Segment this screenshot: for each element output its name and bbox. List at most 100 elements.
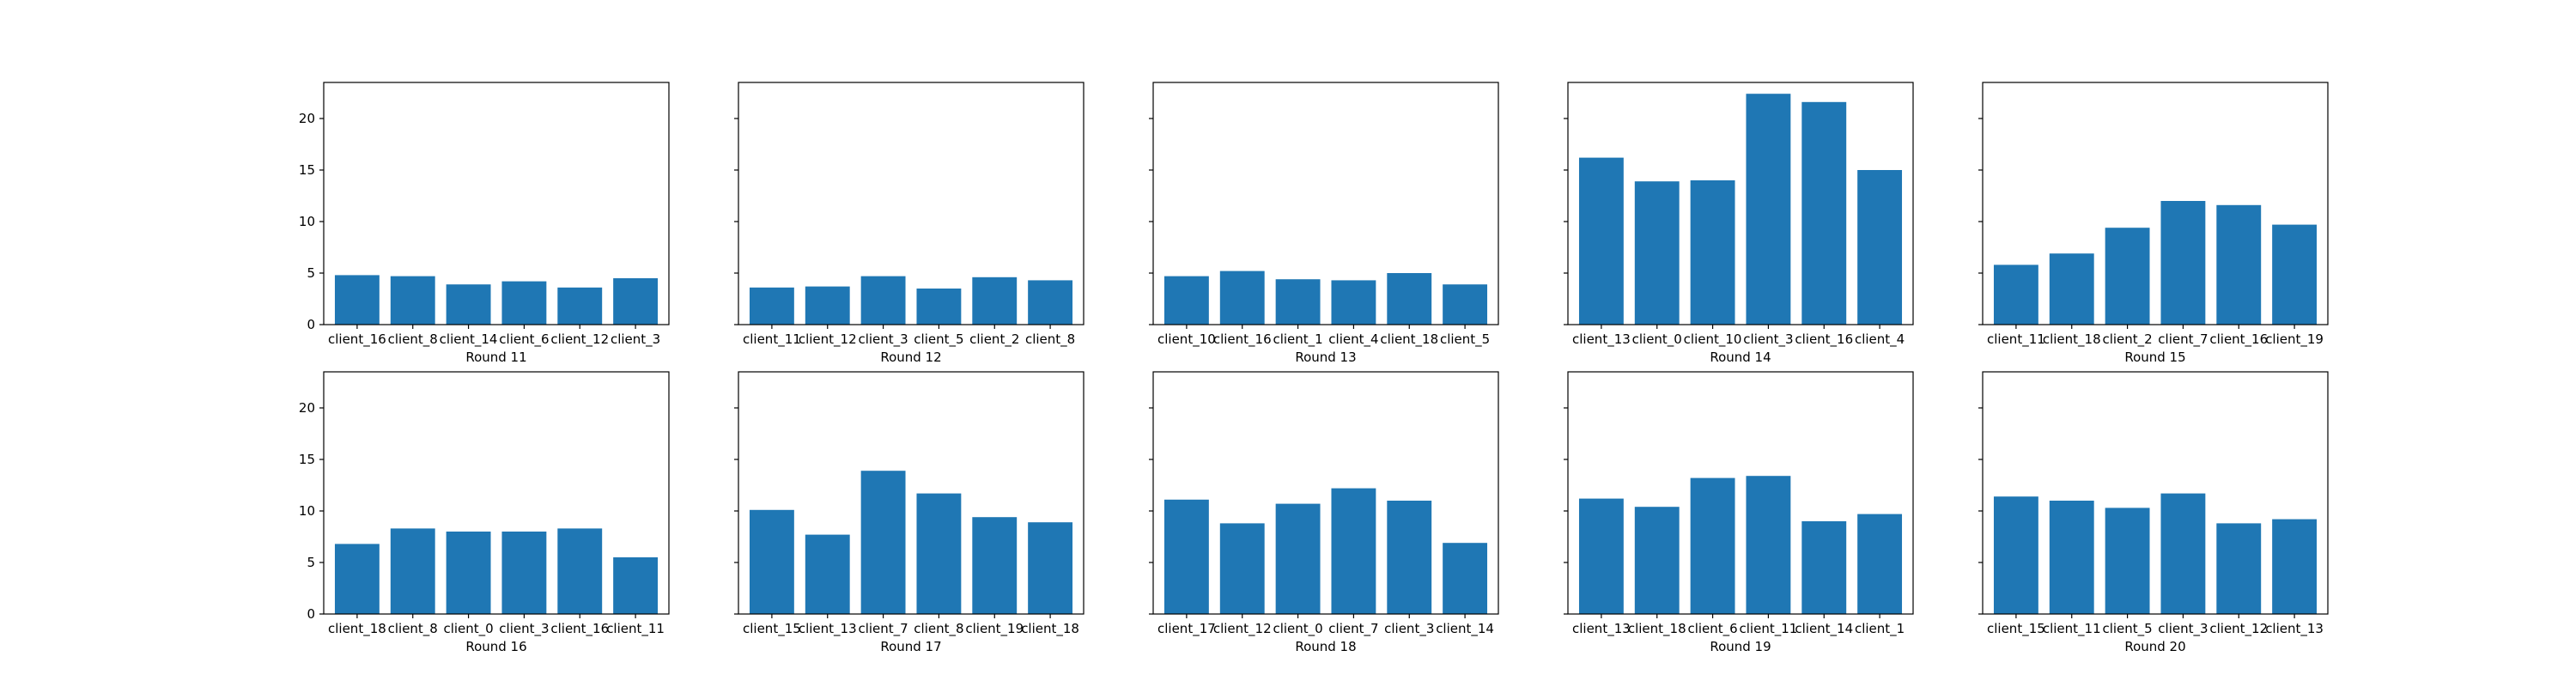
x-axis-label: Round 19 xyxy=(1710,639,1771,654)
x-axis-label: Round 14 xyxy=(1710,350,1771,365)
bar-client-14 xyxy=(1443,543,1488,614)
bar-client-12 xyxy=(2216,523,2262,614)
bar-client-8 xyxy=(1028,280,1073,325)
x-axis-label: Round 12 xyxy=(880,350,941,365)
bar-client-3 xyxy=(860,276,906,325)
y-tick-label: 20 xyxy=(299,400,315,416)
bar-client-16 xyxy=(557,528,603,614)
x-tick-label: client_13 xyxy=(1572,621,1631,637)
x-tick-label: client_3 xyxy=(611,331,660,348)
axes-frame xyxy=(738,82,1084,325)
x-tick-label: client_7 xyxy=(2158,331,2208,348)
subplot-6: client_18 client_8 client_0 client_3 client_… xyxy=(299,371,670,654)
y-tick-label: 5 xyxy=(307,265,315,281)
x-axis-label: Round 20 xyxy=(2124,639,2185,654)
x-tick-label: client_12 xyxy=(2209,621,2268,637)
x-tick-label: client_19 xyxy=(2265,331,2324,348)
x-tick-label: client_10 xyxy=(1157,331,1216,348)
y-tick-label: 15 xyxy=(299,452,315,467)
bar-client-5 xyxy=(1443,284,1488,325)
x-tick-label: client_3 xyxy=(1384,621,1434,637)
bar-client-18 xyxy=(1387,273,1432,325)
x-tick-label: client_12 xyxy=(1213,621,1272,637)
x-tick-label: client_16 xyxy=(2209,331,2268,348)
bar-client-3 xyxy=(1387,501,1432,614)
bar-client-13 xyxy=(805,534,850,614)
x-tick-label: client_0 xyxy=(1273,621,1322,637)
x-tick-label: client_1 xyxy=(1855,621,1905,637)
bar-client-19 xyxy=(972,517,1018,614)
x-tick-label: client_13 xyxy=(2265,621,2324,637)
bar-client-8 xyxy=(916,493,962,614)
x-tick-label: client_11 xyxy=(1740,621,1798,637)
x-tick-label: client_5 xyxy=(914,331,963,348)
x-tick-label: client_18 xyxy=(328,621,386,637)
x-tick-label: client_3 xyxy=(1743,331,1793,348)
x-tick-label: client_3 xyxy=(499,621,549,637)
bar-client-14 xyxy=(446,284,491,325)
bar-client-8 xyxy=(390,528,435,614)
y-tick-label: 5 xyxy=(307,555,315,570)
x-tick-label: client_7 xyxy=(858,621,908,637)
x-tick-label: client_5 xyxy=(2102,621,2152,637)
x-tick-label: client_8 xyxy=(388,621,438,637)
x-tick-label: client_0 xyxy=(443,621,493,637)
x-tick-label: client_7 xyxy=(1328,621,1378,637)
subplot-grid: client_16 client_8 client_14 client_6 client… xyxy=(299,82,2329,654)
bar-client-16 xyxy=(334,275,380,325)
bar-client-4 xyxy=(1857,170,1903,325)
x-tick-label: client_2 xyxy=(2102,331,2152,348)
bar-client-15 xyxy=(1993,496,2038,614)
bar-client-17 xyxy=(1163,499,1209,614)
x-tick-label: client_14 xyxy=(1795,621,1853,637)
x-tick-label: client_15 xyxy=(743,621,801,637)
x-tick-label: client_11 xyxy=(1987,331,2045,348)
y-tick-label: 0 xyxy=(307,317,315,332)
x-tick-label: client_16 xyxy=(328,331,386,348)
bar-client-19 xyxy=(2272,224,2318,325)
x-tick-label: client_0 xyxy=(1632,331,1682,348)
bar-client-18 xyxy=(2049,253,2094,325)
bar-client-7 xyxy=(860,471,906,614)
y-tick-label: 10 xyxy=(299,214,315,229)
y-tick-label: 10 xyxy=(299,503,315,519)
x-tick-label: client_10 xyxy=(1684,331,1742,348)
bar-client-18 xyxy=(1028,522,1073,614)
bar-client-11 xyxy=(2049,501,2094,614)
bar-client-5 xyxy=(2105,508,2150,614)
bar-client-7 xyxy=(1331,488,1376,614)
axes-frame xyxy=(1567,82,1914,325)
x-tick-label: client_13 xyxy=(1572,331,1631,348)
x-tick-label: client_11 xyxy=(743,331,801,348)
x-axis-label: Round 13 xyxy=(1295,350,1356,365)
x-tick-label: client_13 xyxy=(799,621,857,637)
bar-client-3 xyxy=(613,278,659,325)
bar-client-3 xyxy=(2160,493,2206,614)
bar-client-0 xyxy=(1634,181,1680,325)
x-axis-label: Round 18 xyxy=(1295,639,1356,654)
x-tick-label: client_16 xyxy=(1213,331,1272,348)
x-axis-label: Round 11 xyxy=(465,350,526,365)
x-tick-label: client_16 xyxy=(1795,331,1853,348)
x-tick-label: client_18 xyxy=(2043,331,2101,348)
bar-client-2 xyxy=(972,277,1018,325)
bar-client-6 xyxy=(501,281,547,325)
axes-frame xyxy=(323,371,670,615)
x-axis-label: Round 16 xyxy=(465,639,526,654)
bar-client-3 xyxy=(1746,94,1791,325)
x-tick-label: client_1 xyxy=(1273,331,1322,348)
bar-client-12 xyxy=(557,287,603,325)
x-tick-label: client_18 xyxy=(1380,331,1438,348)
x-axis-label: Round 15 xyxy=(2124,350,2185,365)
x-tick-label: client_18 xyxy=(1021,621,1079,637)
bar-client-13 xyxy=(1578,157,1624,325)
x-tick-label: client_4 xyxy=(1855,331,1905,348)
x-tick-label: client_12 xyxy=(550,331,609,348)
x-tick-label: client_8 xyxy=(914,621,963,637)
bar-client-0 xyxy=(446,532,491,614)
